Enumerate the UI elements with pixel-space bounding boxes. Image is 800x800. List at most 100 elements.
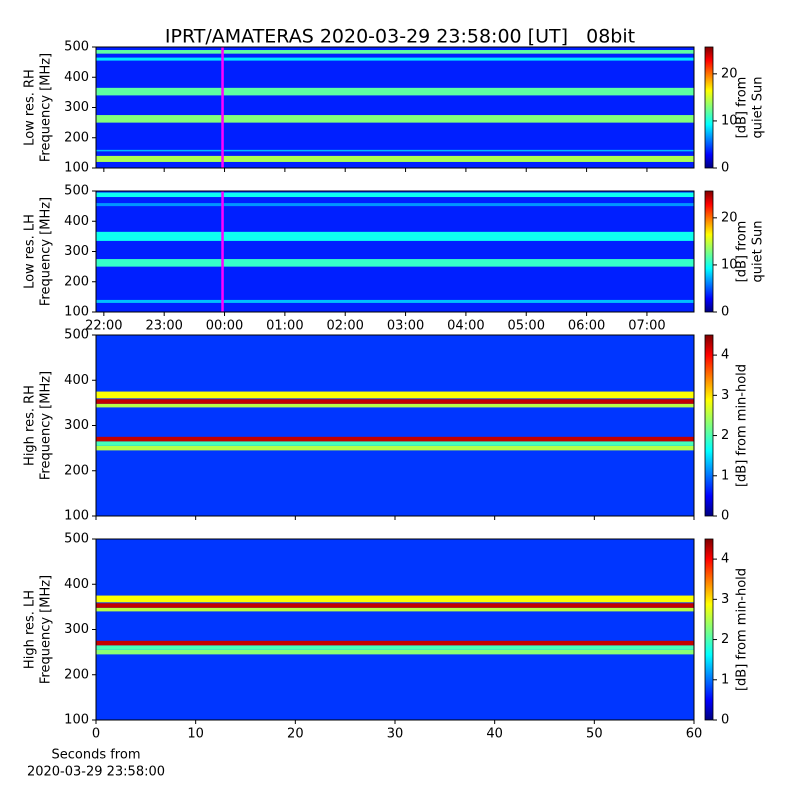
x-tick-label: 04:00 <box>447 319 484 334</box>
x-axis-label: 2020-03-29 23:58:00 <box>27 765 165 780</box>
y-tick-label: 300 <box>64 418 89 433</box>
x-tick-label: 00:00 <box>206 319 243 334</box>
heatmap-band <box>96 50 694 54</box>
y-tick-label: 100 <box>64 509 89 524</box>
colorbar-label: [dB] from <box>735 221 750 283</box>
y-tick-label: 300 <box>64 100 89 115</box>
heatmap-band <box>96 87 694 96</box>
x-tick-label: 0 <box>92 727 100 742</box>
heatmap-band <box>96 649 694 655</box>
y-tick-label: 400 <box>64 70 89 85</box>
heatmap-band <box>96 231 694 241</box>
y-tick-label: 400 <box>64 214 89 229</box>
x-tick-label: 23:00 <box>145 319 182 334</box>
y-tick-label: 400 <box>64 577 89 592</box>
colorbar <box>704 190 714 313</box>
y-axis-label: Frequency [MHz] <box>39 197 54 306</box>
y-axis-label: Frequency [MHz] <box>39 575 54 684</box>
colorbar-label: [dB] from min-hold <box>735 364 750 487</box>
x-tick-label: 01:00 <box>266 319 303 334</box>
heatmap-band <box>96 299 694 303</box>
colorbar <box>704 46 714 169</box>
y-tick-label: 500 <box>64 40 89 55</box>
y-axis-label: Low res. LH <box>23 214 38 289</box>
colorbar <box>704 538 714 721</box>
colorbar-tick-label: 3 <box>721 592 729 607</box>
x-tick-label: 60 <box>686 727 703 742</box>
heatmap-band <box>96 403 694 408</box>
heatmap-band <box>96 57 694 61</box>
heatmap-background <box>96 47 694 168</box>
x-tick-label: 05:00 <box>508 319 545 334</box>
heatmap-band <box>96 192 694 198</box>
heatmap-band <box>96 441 694 446</box>
colorbar-tick-label: 20 <box>721 66 738 81</box>
y-tick-label: 400 <box>64 373 89 388</box>
x-axis-label: Seconds from <box>51 748 140 763</box>
y-axis-label: High res. LH <box>23 590 38 669</box>
colorbar-label: quiet Sun <box>751 76 766 138</box>
heatmap-background <box>96 335 694 516</box>
y-tick-label: 300 <box>64 622 89 637</box>
heatmap-band <box>96 259 694 267</box>
y-axis-label: Frequency [MHz] <box>39 53 54 162</box>
heatmap-background <box>96 539 694 720</box>
x-tick-label: 06:00 <box>568 319 605 334</box>
colorbar-tick-label: 2 <box>721 632 729 647</box>
heatmap-band <box>96 149 694 152</box>
y-tick-label: 200 <box>64 463 89 478</box>
x-tick-label: 10 <box>187 727 204 742</box>
colorbar-tick-label: 20 <box>721 210 738 225</box>
chart-title: IPRT/AMATERAS 2020-03-29 23:58:00 [UT] 0… <box>165 26 635 48</box>
colorbar-tick-label: 10 <box>721 257 738 272</box>
colorbar-tick-label: 0 <box>721 305 729 320</box>
colorbar-tick-label: 0 <box>721 509 729 524</box>
y-tick-label: 100 <box>64 713 89 728</box>
heatmap-band <box>96 603 694 608</box>
y-tick-label: 200 <box>64 667 89 682</box>
colorbar-label: quiet Sun <box>751 220 766 282</box>
heatmap-band <box>96 645 694 650</box>
heatmap-background <box>96 191 694 312</box>
x-tick-label: 03:00 <box>387 319 424 334</box>
colorbar-tick-label: 1 <box>721 672 729 687</box>
colorbar-tick-label: 4 <box>721 552 729 567</box>
y-tick-label: 500 <box>64 328 89 343</box>
heatmap-band <box>96 203 694 207</box>
colorbar <box>704 334 714 517</box>
colorbar-label: [dB] from min-hold <box>735 568 750 691</box>
x-tick-label: 22:00 <box>85 319 122 334</box>
heatmap-band <box>96 595 694 603</box>
y-axis-label: Low res. RH <box>23 69 38 146</box>
colorbar-tick-label: 0 <box>721 713 729 728</box>
heatmap-band <box>96 115 694 123</box>
y-tick-label: 100 <box>64 161 89 176</box>
y-tick-label: 200 <box>64 274 89 289</box>
heatmap-band <box>96 436 694 442</box>
y-tick-label: 100 <box>64 305 89 320</box>
y-axis-label: Frequency [MHz] <box>39 371 54 480</box>
x-tick-label: 20 <box>287 727 304 742</box>
y-tick-label: 300 <box>64 244 89 259</box>
colorbar-tick-label: 0 <box>721 161 729 176</box>
heatmap-band <box>96 399 694 404</box>
colorbar-tick-label: 10 <box>721 113 738 128</box>
colorbar-label: [dB] from <box>735 77 750 139</box>
x-tick-label: 40 <box>486 727 503 742</box>
heatmap-band <box>96 607 694 612</box>
y-tick-label: 200 <box>64 130 89 145</box>
colorbar-tick-label: 1 <box>721 468 729 483</box>
heatmap-band <box>96 640 694 646</box>
y-tick-label: 500 <box>64 184 89 199</box>
heatmap-band <box>96 155 694 162</box>
colorbar-tick-label: 4 <box>721 348 729 363</box>
y-tick-label: 500 <box>64 532 89 547</box>
heatmap-band <box>96 391 694 399</box>
colorbar-tick-label: 3 <box>721 388 729 403</box>
x-tick-label: 30 <box>387 727 404 742</box>
colorbar-tick-label: 2 <box>721 428 729 443</box>
x-tick-label: 02:00 <box>326 319 363 334</box>
x-tick-label: 07:00 <box>628 319 665 334</box>
y-axis-label: High res. RH <box>23 385 38 466</box>
